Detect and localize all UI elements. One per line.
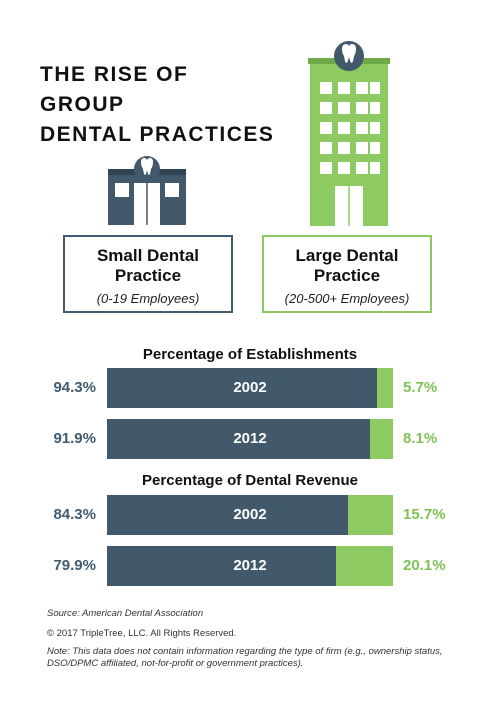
large-practice-employees: (20-500+ Employees) [284,291,410,306]
source-text: Source: American Dental Association [47,608,204,619]
revenue-row-2002: 2002 84.3% 15.7% [0,495,500,535]
small-percent-label: 84.3% [53,506,96,523]
bar-year-label: 2002 [233,379,267,396]
establishments-row-2012: 2012 91.9% 8.1% [0,419,500,459]
title-line-1: THE RISE OF GROUP [40,63,189,116]
small-building-icon [108,156,186,225]
large-practice-name-1: Large Dental [295,246,399,265]
establishments-row-2002: 2002 94.3% 5.7% [0,368,500,408]
large-percent-label: 20.1% [403,557,446,574]
large-building-icon [308,41,390,226]
large-practice-legend: Large Dental Practice (20-500+ Employees… [262,235,432,313]
building-windows [320,82,380,226]
bar-year-label: 2012 [233,430,267,447]
tooth-icon [141,158,153,175]
establishments-chart-title: Percentage of Establishments [142,346,358,363]
small-percent-label: 79.9% [53,557,96,574]
large-percent-label: 5.7% [403,379,438,396]
bar-large-segment [335,546,393,586]
copyright-text: © 2017 TripleTree, LLC. All Rights Reser… [47,628,237,639]
revenue-chart-title: Percentage of Dental Revenue [142,472,358,489]
bar-small-segment [107,368,377,408]
revenue-row-2012: 2012 79.9% 20.1% [0,546,500,586]
page-title: THE RISE OF GROUP DENTAL PRACTICES [40,60,280,150]
bar-small-segment [107,546,336,586]
large-percent-label: 8.1% [403,430,438,447]
small-percent-label: 94.3% [53,379,96,396]
bar-large-segment [376,368,393,408]
bar-small-segment [107,495,349,535]
small-practice-employees: (0-19 Employees) [96,291,200,306]
bar-small-segment [107,419,370,459]
small-percent-label: 91.9% [53,430,96,447]
note-text: Note: This data does not contain informa… [47,646,443,669]
bar-large-segment [348,495,393,535]
tooth-icon [342,44,356,63]
bar-year-label: 2002 [233,506,267,523]
large-practice-name-2: Practice [313,266,381,285]
small-practice-name-2: Practice [114,266,182,285]
small-practice-name-1: Small Dental [96,246,200,265]
large-percent-label: 15.7% [403,506,446,523]
bar-large-segment [369,419,393,459]
small-practice-legend: Small Dental Practice (0-19 Employees) [63,235,233,313]
bar-year-label: 2012 [233,557,267,574]
title-line-2: DENTAL PRACTICES [40,123,275,146]
